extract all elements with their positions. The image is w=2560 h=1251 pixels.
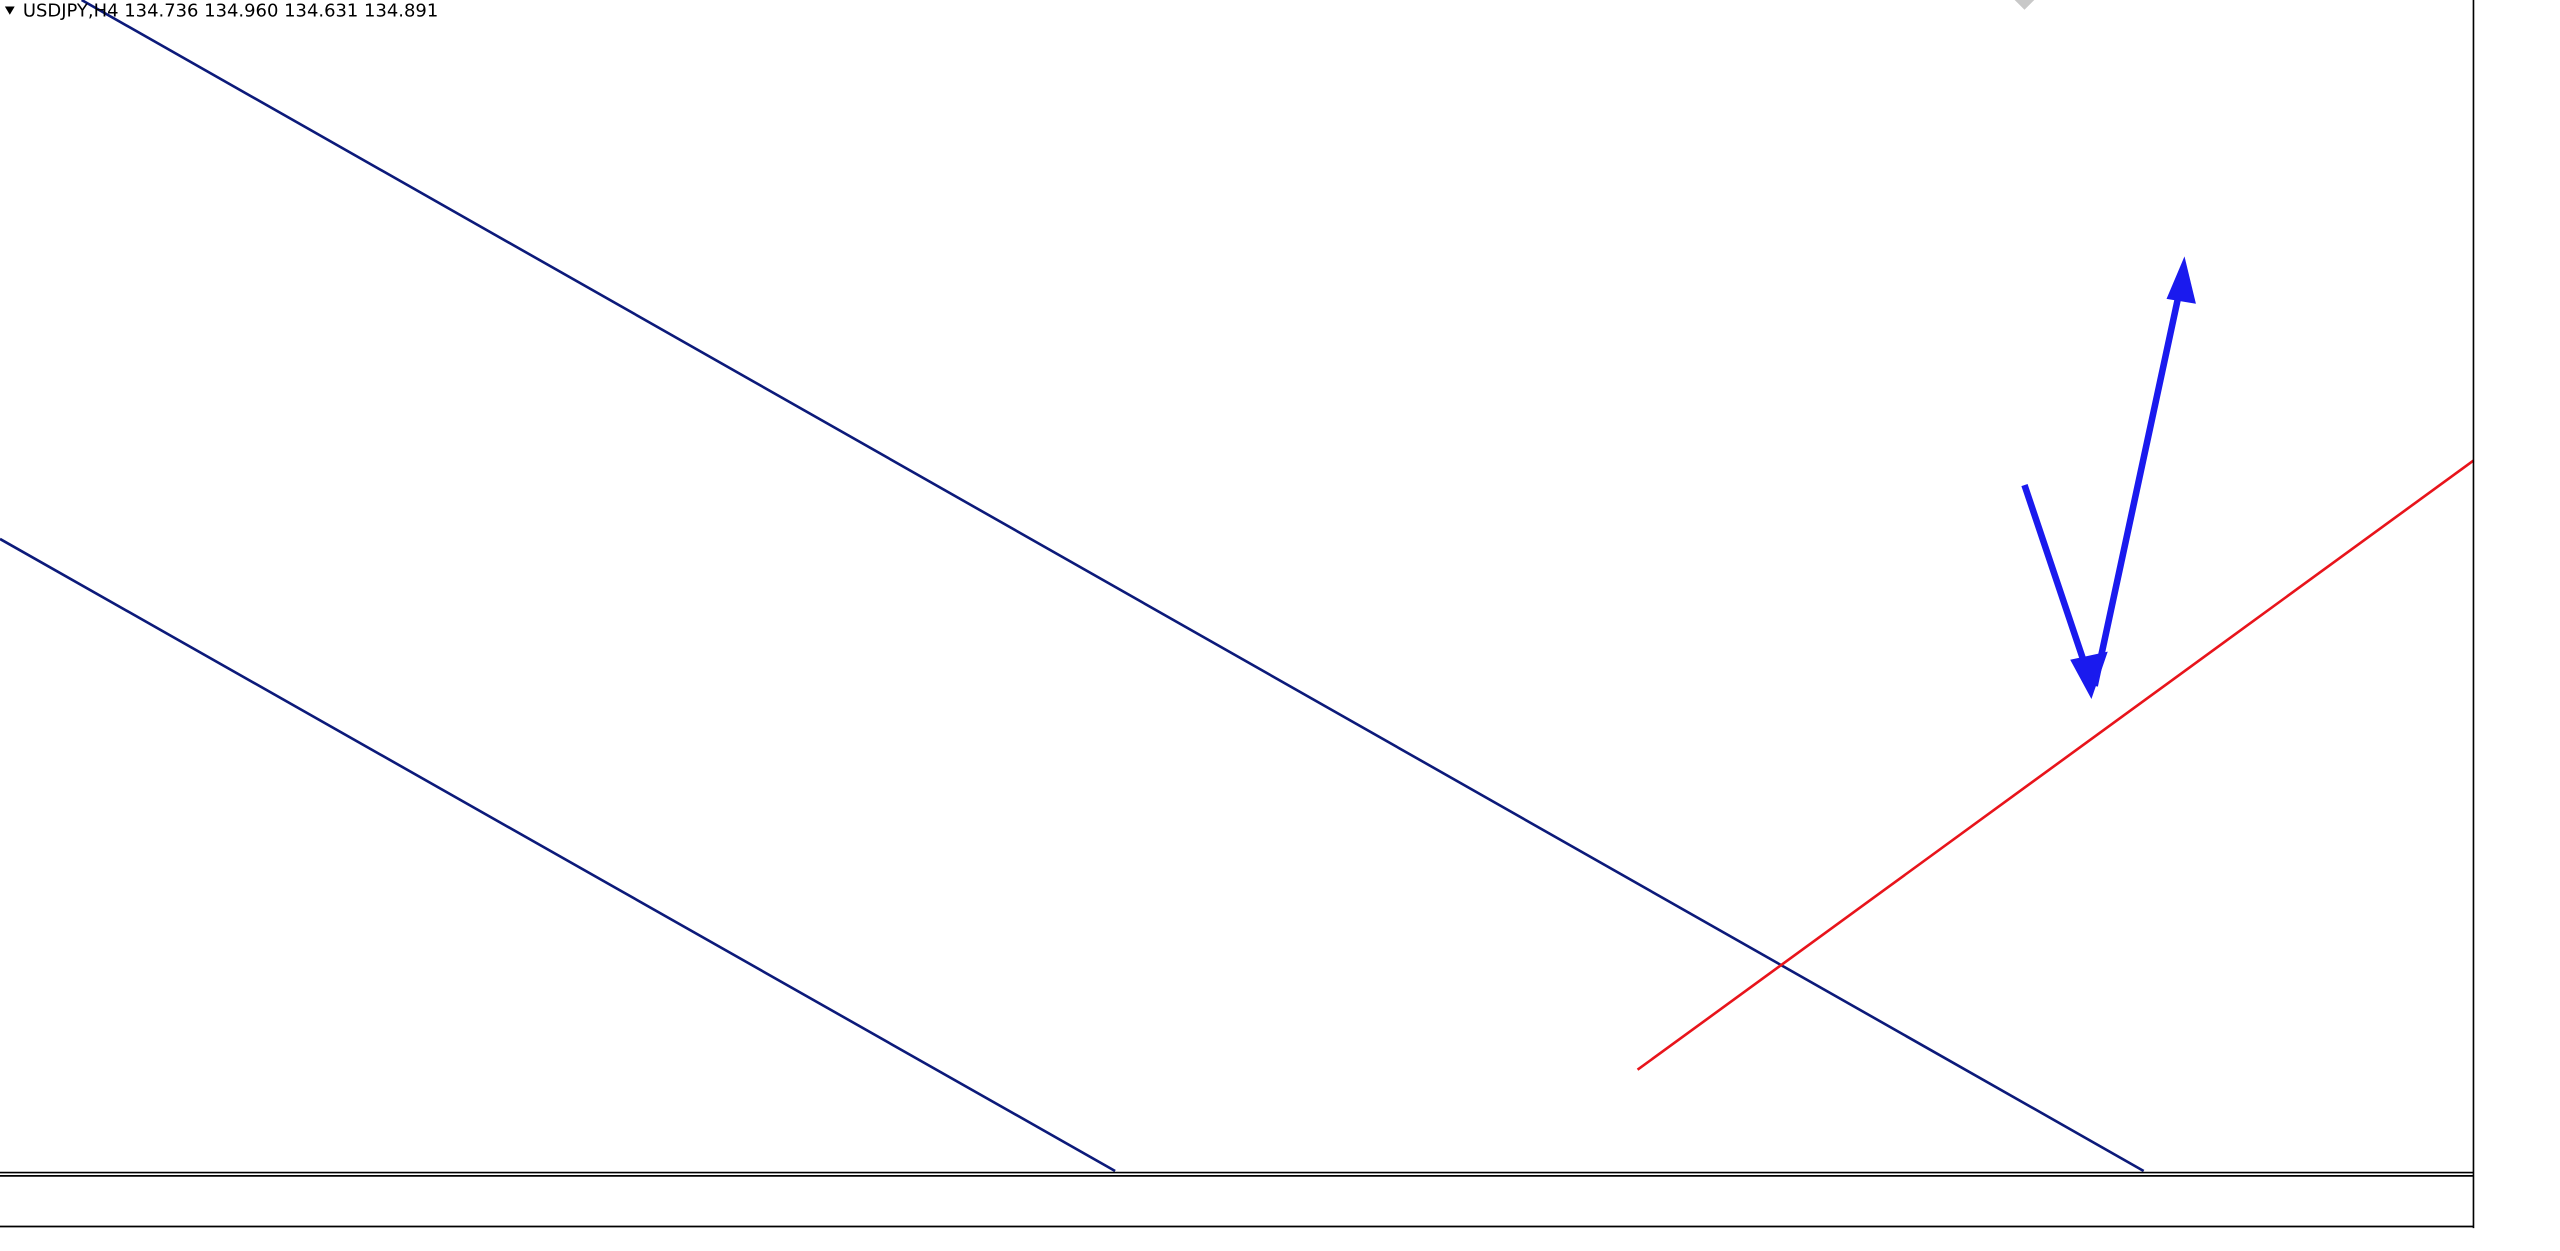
arrow-up (2091, 290, 2183, 687)
arrow-head (2166, 256, 2196, 304)
trend-line (1636, 459, 2475, 1071)
menu-triangle (4, 6, 15, 15)
arrow-down (2021, 484, 2090, 671)
marker (2014, 0, 2035, 10)
chart-title: USDJPY,H4 134.736 134.960 134.631 134.89… (23, 0, 438, 21)
channel-lower (0, 537, 1116, 1173)
channel-upper (80, 0, 2145, 1173)
